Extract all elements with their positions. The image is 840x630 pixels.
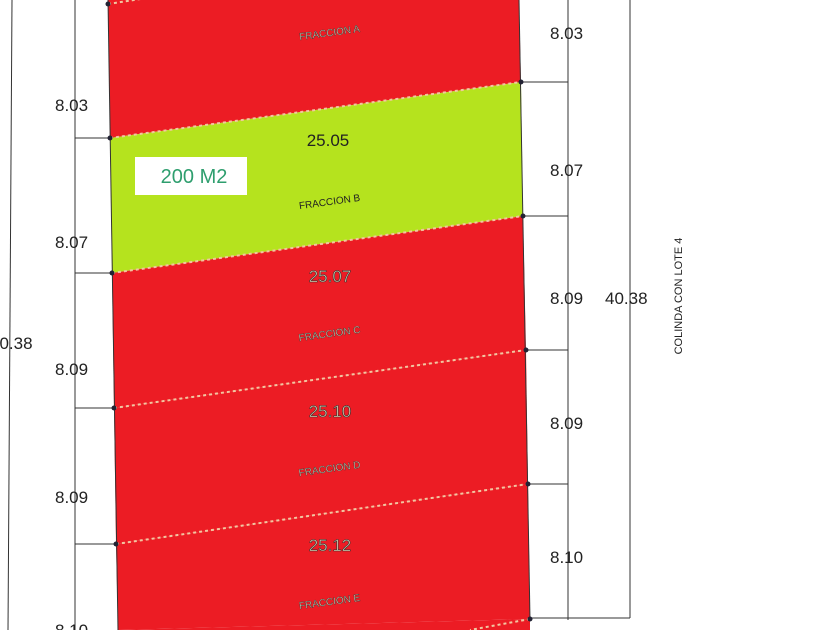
right-boundary-label: COLINDA CON LOTE 4 [673,238,685,355]
right-dim-1: 8.03 [550,24,583,43]
lot-e[interactable] [116,484,530,630]
left-dim-1: 8.03 [55,96,88,115]
left-dim-3: 8.09 [55,360,88,379]
dimension-lines [7,0,631,630]
lot-e-length: 25.12 [309,536,352,555]
right-dim-5: 8.10 [550,548,583,567]
right-dim-3: 8.09 [550,289,583,308]
vertex-points [105,1,533,622]
lot-b[interactable] [110,82,523,273]
lot-c-length: 25.07 [309,267,352,286]
lot-b-length: 25.05 [307,131,350,150]
left-dim-4: 8.09 [55,488,88,507]
lot-d-length: 25.10 [309,402,352,421]
left-dim-2: 8.07 [55,233,88,252]
right-dim-4: 8.09 [550,414,583,433]
right-total: 40.38 [605,289,648,308]
lot-b-area: 200 M2 [161,166,228,188]
area-badge [135,157,247,195]
right-dim-2: 8.07 [550,161,583,180]
lot-dividers [107,0,531,630]
lot-d[interactable] [114,350,528,544]
lot-e-tail [118,619,530,630]
lot-c[interactable] [112,216,526,408]
lot-side-lines [107,0,531,630]
left-dim-5: 8.10 [55,621,88,630]
lot-a[interactable] [108,0,521,138]
left-total: 40.38 [0,334,33,353]
